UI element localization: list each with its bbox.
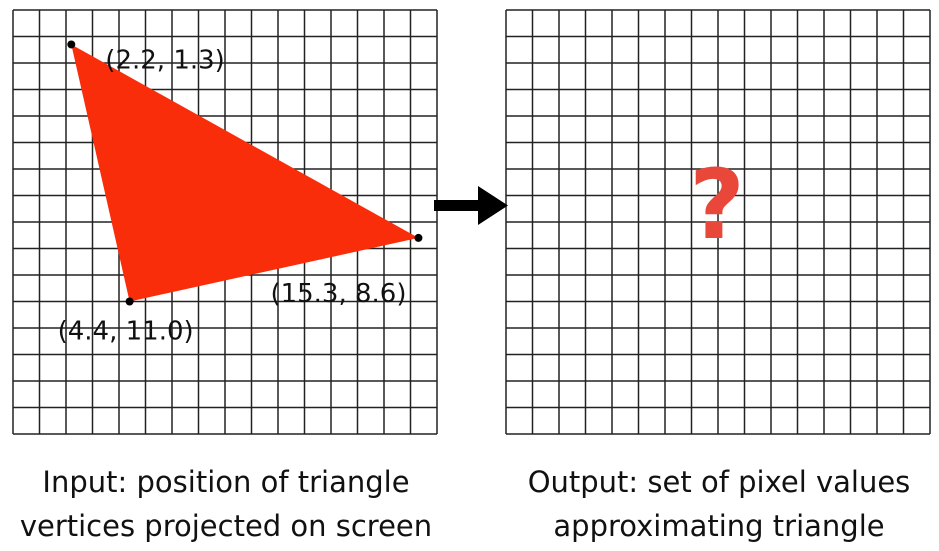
question-mark: ? [689,149,745,261]
vertex-point [67,40,76,49]
output-caption-line1: Output: set of pixel values [527,465,911,499]
input-caption-line2: vertices projected on screen [19,509,433,543]
vertex-label: (15.3, 8.6) [270,279,406,309]
output-pixel-grid [505,9,931,435]
vertex-label: (2.2, 1.3) [105,45,225,75]
vertex-point [414,233,423,242]
triangle-vertices: (2.2, 1.3) (15.3, 8.6) (4.4, 11.0) [58,40,423,347]
output-caption: Output: set of pixel values approximatin… [489,460,939,548]
input-caption-line1: Input: position of triangle [42,465,410,499]
vertex-point [125,297,134,306]
input-caption: Input: position of triangle vertices pro… [0,460,456,548]
vertex-label: (4.4, 11.0) [58,317,194,347]
output-caption-line2: approximating triangle [553,509,885,543]
right-arrow-icon [434,186,508,225]
input-triangle [71,44,419,302]
